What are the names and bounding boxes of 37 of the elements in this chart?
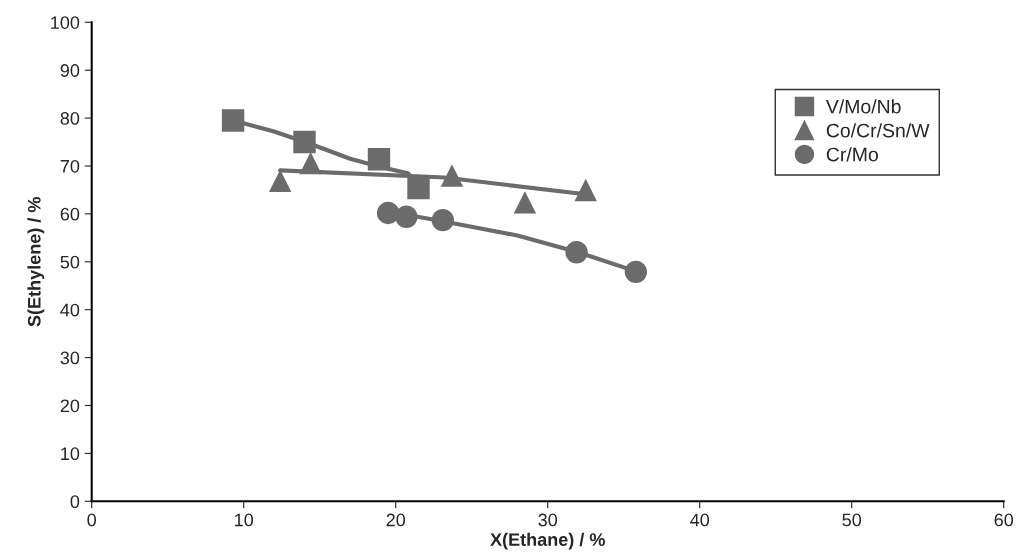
y-tick-label: 80 — [60, 112, 80, 125]
point — [299, 151, 322, 175]
point — [513, 191, 537, 214]
y-tick-label: 60 — [60, 207, 80, 221]
point — [221, 109, 245, 132]
x-tick-label: 20 — [386, 513, 406, 527]
y-tick-label: 20 — [60, 399, 80, 413]
y-tick-label: 40 — [60, 303, 80, 317]
x-tick-label: 60 — [994, 513, 1014, 527]
point — [574, 178, 597, 202]
point — [431, 208, 455, 232]
x-tick-label: 40 — [690, 513, 710, 527]
x-tick-label: 0 — [87, 513, 97, 527]
point — [407, 176, 430, 200]
x-tick-label: 30 — [538, 513, 558, 527]
point — [367, 148, 391, 171]
legend-label: Co/Cr/Sn/W — [826, 123, 930, 138]
x-tick-label: 10 — [235, 513, 254, 527]
point — [565, 241, 588, 264]
point — [376, 201, 400, 225]
y-tick-label: 100 — [51, 16, 80, 29]
y-tick-label: 50 — [60, 255, 80, 269]
point — [395, 205, 418, 228]
y-tick-label: 10 — [61, 447, 80, 461]
x-tick-label: 50 — [842, 513, 862, 527]
y-axis-title: S(Ethylene) / % — [27, 197, 45, 327]
y-tick-label: 0 — [70, 495, 80, 509]
y-tick-label: 70 — [60, 159, 80, 173]
point — [440, 164, 464, 187]
point — [268, 169, 292, 193]
legend-label: Cr/Mo — [826, 147, 878, 162]
y-tick-label: 30 — [60, 351, 80, 365]
x-axis-title: X(Ethane) / % — [490, 532, 605, 550]
legend-label: V/Mo/Nb — [825, 99, 901, 114]
point — [293, 130, 316, 154]
y-tick-label: 90 — [60, 64, 80, 77]
point — [624, 260, 648, 284]
